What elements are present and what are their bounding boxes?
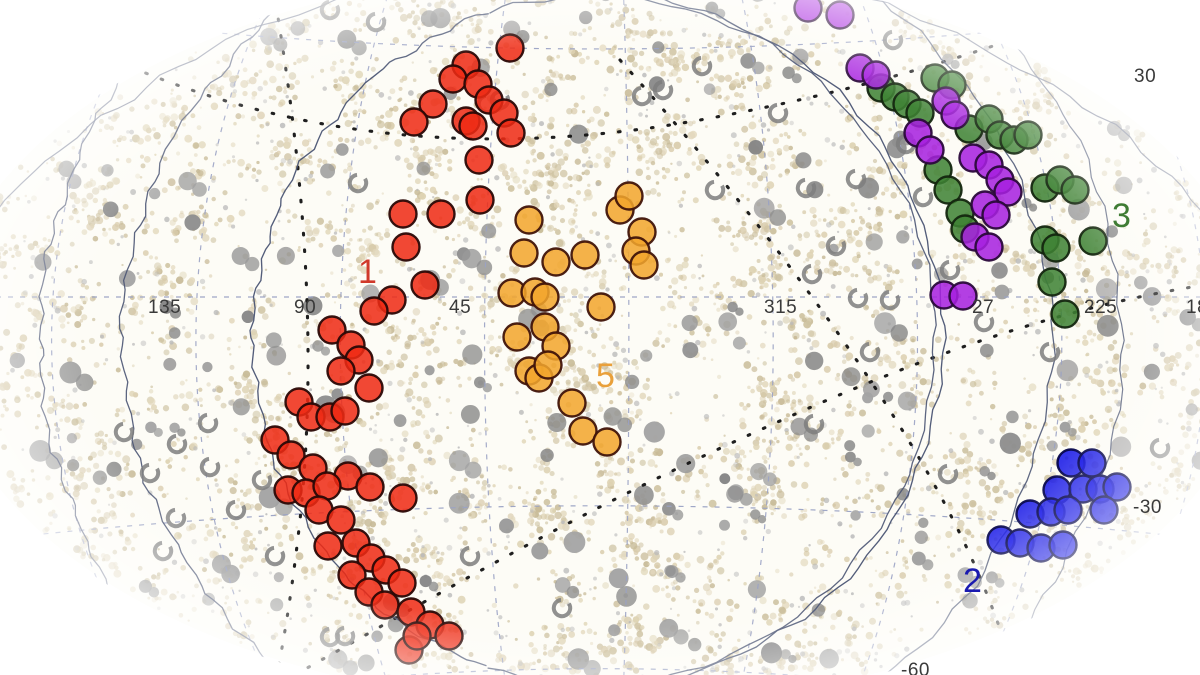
cluster-member-marker bbox=[915, 135, 945, 165]
cluster-member-marker bbox=[614, 181, 644, 211]
cluster-member-marker bbox=[464, 145, 494, 175]
cluster-member-marker bbox=[502, 322, 532, 352]
cluster-member-marker bbox=[1050, 299, 1080, 329]
cluster-member-marker bbox=[570, 240, 600, 270]
cluster-member-marker bbox=[557, 388, 587, 418]
cluster-member-marker bbox=[530, 282, 560, 312]
cluster-member-marker bbox=[1078, 226, 1108, 256]
cluster-member-marker bbox=[495, 33, 525, 63]
cluster-member-marker bbox=[1060, 175, 1090, 205]
cluster-member-marker bbox=[313, 531, 343, 561]
cluster-member-marker bbox=[438, 64, 468, 94]
cluster-member-marker bbox=[793, 0, 823, 23]
cluster-member-marker bbox=[1089, 495, 1119, 525]
cluster-member-marker bbox=[388, 483, 418, 513]
cluster-member-marker bbox=[533, 350, 563, 380]
cluster-member-marker bbox=[388, 199, 418, 229]
cluster-member-marker bbox=[330, 396, 360, 426]
cluster-member-marker bbox=[541, 247, 571, 277]
cluster-member-marker bbox=[354, 373, 384, 403]
cluster-member-marker bbox=[1053, 495, 1083, 525]
cluster-member-marker bbox=[355, 472, 385, 502]
cluster-member-marker bbox=[948, 281, 978, 311]
cluster-member-marker bbox=[592, 427, 622, 457]
cluster-member-marker bbox=[629, 250, 659, 280]
cluster-member-marker bbox=[1048, 530, 1078, 560]
cluster-member-marker bbox=[940, 100, 970, 130]
cluster-member-marker bbox=[861, 60, 891, 90]
cluster-member-marker bbox=[1013, 120, 1043, 150]
cluster-member-marker bbox=[1037, 267, 1067, 297]
cluster-member-marker bbox=[509, 238, 539, 268]
cluster-member-marker bbox=[410, 270, 440, 300]
cluster-member-marker bbox=[981, 200, 1011, 230]
cluster-member-marker bbox=[426, 199, 456, 229]
cluster-member-marker bbox=[402, 621, 432, 651]
cluster-member-marker bbox=[391, 232, 421, 262]
cluster-member-marker bbox=[326, 356, 356, 386]
cluster-member-marker bbox=[825, 0, 855, 30]
cluster-member-marker bbox=[974, 232, 1004, 262]
cluster-member-marker bbox=[359, 296, 389, 326]
cluster-member-marker bbox=[1041, 233, 1071, 263]
cluster-member-marker bbox=[370, 590, 400, 620]
cluster-member-marker bbox=[1077, 448, 1107, 478]
cluster-member-marker bbox=[458, 111, 488, 141]
cluster-member-marker bbox=[586, 292, 616, 322]
cluster-member-marker bbox=[434, 621, 464, 651]
cluster-member-marker bbox=[399, 107, 429, 137]
cluster-member-marker bbox=[514, 205, 544, 235]
cluster-member-marker bbox=[465, 185, 495, 215]
cluster-member-marker bbox=[496, 118, 526, 148]
